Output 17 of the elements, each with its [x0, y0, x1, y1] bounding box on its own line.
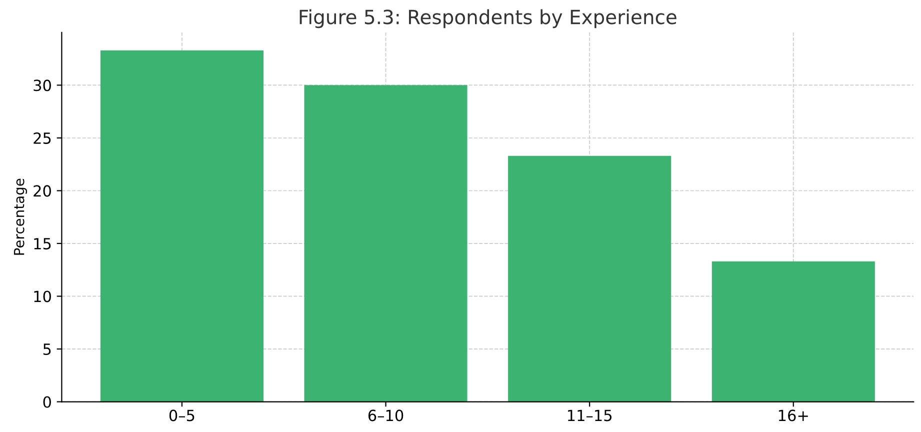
y-tick-label: 30 [34, 80, 51, 92]
bar [304, 85, 468, 402]
x-tick-label: 16+ [778, 410, 808, 422]
y-tick-label: 20 [34, 185, 51, 197]
y-tick-label: 0 [43, 396, 51, 408]
y-tick-label: 10 [34, 290, 51, 302]
bar [508, 156, 672, 402]
bar [712, 261, 875, 402]
y-axis-title: Percentage [14, 178, 27, 255]
x-tick-label: 0–5 [169, 410, 194, 422]
y-tick-label: 15 [34, 238, 51, 250]
chart-title: Figure 5.3: Respondents by Experience [300, 9, 676, 28]
x-tick-label: 11–15 [568, 410, 612, 422]
y-tick-label: 5 [43, 344, 51, 356]
y-tick-label: 25 [34, 132, 51, 144]
x-tick-label: 6–10 [368, 410, 404, 422]
bar [100, 50, 264, 402]
